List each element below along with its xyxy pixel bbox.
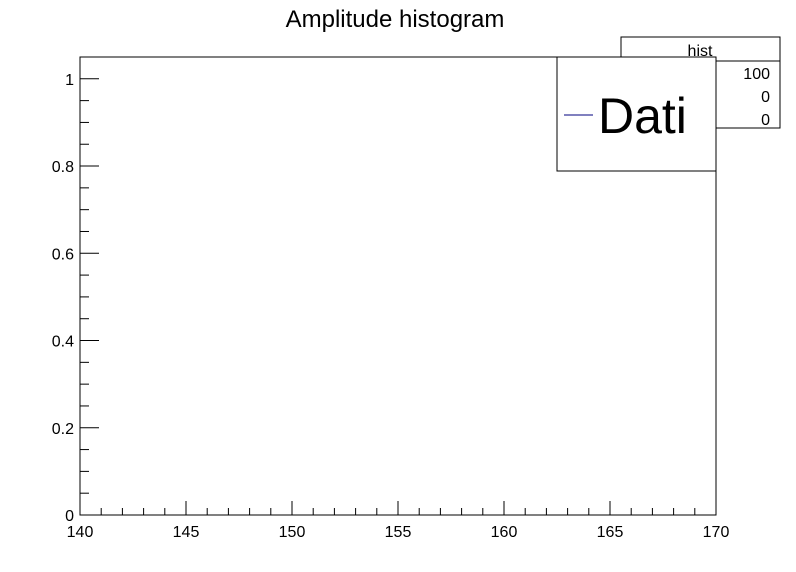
x-axis: 140 145 150 155 160 165 170 (67, 501, 730, 541)
y-tick-label: 0.4 (52, 334, 74, 351)
legend: Dati (556, 56, 717, 172)
x-tick-label: 145 (173, 524, 200, 541)
stats-value: 0 (761, 89, 770, 106)
x-tick-label: 165 (597, 524, 624, 541)
chart-title: Amplitude histogram (286, 6, 505, 33)
legend-label: Dati (598, 88, 687, 144)
y-tick-label: 0.2 (52, 421, 74, 438)
y-tick-label: 0.6 (52, 246, 74, 263)
y-tick-label: 1 (65, 72, 74, 89)
stats-value: 100 (743, 66, 770, 83)
y-axis: 0 0.2 0.4 0.6 0.8 1 (52, 56, 99, 525)
y-tick-label: 0 (65, 508, 74, 525)
y-tick-label: 0.8 (52, 159, 74, 176)
stats-value: 0 (761, 112, 770, 129)
stats-box-title: hist (688, 43, 713, 60)
x-tick-label: 140 (67, 524, 94, 541)
x-tick-label: 160 (491, 524, 518, 541)
x-tick-label: 150 (279, 524, 306, 541)
x-tick-label: 170 (703, 524, 730, 541)
x-tick-label: 155 (385, 524, 412, 541)
